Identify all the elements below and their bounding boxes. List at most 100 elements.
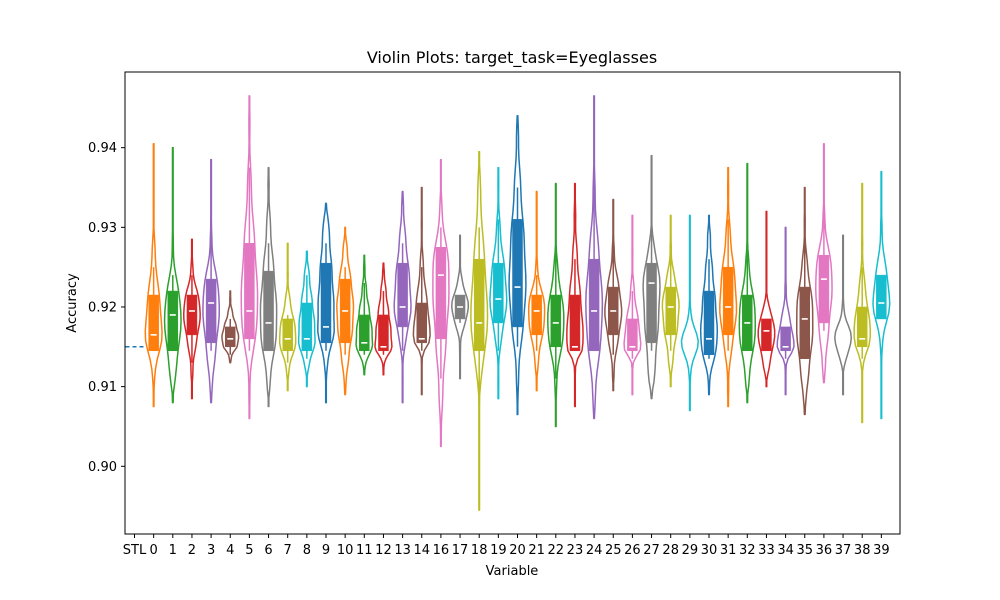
violin-box-34: [780, 326, 791, 352]
violin-outline-18: [470, 150, 489, 511]
x-tick-label: 34: [777, 543, 794, 558]
x-tick-label: 24: [586, 543, 603, 558]
violin-outline-10: [336, 226, 355, 396]
x-tick-label: 17: [452, 543, 469, 558]
x-tick-label: 13: [394, 543, 411, 558]
x-tick-label: 20: [509, 543, 526, 558]
violin-outline-20: [508, 115, 527, 416]
x-tick-label: 26: [624, 543, 641, 558]
x-tick-label: 28: [662, 543, 679, 558]
x-tick-label: 1: [169, 543, 177, 558]
x-tick-label: 11: [356, 543, 373, 558]
violin-outline-19: [489, 166, 508, 400]
x-tick-label: 4: [226, 543, 234, 558]
x-tick-label: 5: [245, 543, 253, 558]
violin-box-6: [263, 270, 274, 352]
violin-outline-31: [719, 166, 738, 408]
x-tick-label: 8: [303, 543, 311, 558]
x-tick-label: 10: [337, 543, 354, 558]
violin-outline-37: [834, 234, 853, 396]
violin-box-36: [818, 254, 830, 324]
x-tick-label: 9: [322, 543, 330, 558]
violin-box-35: [799, 286, 810, 360]
violin-outline-21: [527, 190, 546, 392]
x-tick-label: 32: [739, 543, 756, 558]
plot-layer: [125, 95, 891, 511]
violin-outline-29: [680, 214, 699, 412]
violin-box-12: [378, 314, 389, 352]
violin-box-7: [282, 318, 293, 352]
violin-outline-16: [432, 158, 450, 448]
violin-box-26: [627, 318, 638, 352]
x-tick-label: 2: [188, 543, 196, 558]
violin-outline-27: [642, 154, 661, 400]
y-tick-label: 0.94: [88, 141, 117, 156]
violin-outline-22: [547, 182, 565, 428]
violin-outline-14: [412, 186, 431, 396]
violin-outline-34: [776, 226, 795, 396]
violin-box-24: [588, 258, 600, 352]
violin-box-21: [531, 294, 542, 336]
violin-box-38: [856, 306, 868, 348]
violin-outline-33: [757, 210, 776, 388]
x-tick-label: 29: [682, 543, 699, 558]
violin-box-27: [646, 262, 657, 344]
x-tick-label: 21: [528, 543, 545, 558]
violin-box-30: [703, 290, 715, 356]
violin-outline-36: [814, 142, 833, 384]
y-tick-label: 0.93: [88, 221, 117, 236]
violin-box-9: [320, 262, 332, 344]
violin-box-13: [397, 262, 408, 328]
violin-box-28: [665, 286, 676, 336]
violin-box-23: [569, 294, 581, 352]
violin-outline-13: [393, 190, 412, 404]
violin-box-19: [493, 262, 504, 324]
violin-outline-25: [604, 198, 623, 392]
violin-box-14: [416, 302, 427, 344]
chart-title: Violin Plots: target_task=Eyeglasses: [367, 48, 657, 68]
violin-box-3: [205, 278, 217, 344]
violin-outline-23: [566, 182, 584, 408]
x-tick-label: 18: [471, 543, 488, 558]
violin-box-22: [550, 294, 562, 348]
x-tick-label: 35: [796, 543, 813, 558]
y-tick-label: 0.91: [88, 380, 117, 395]
violin-outline-4: [221, 290, 240, 364]
x-tick-label: 33: [758, 543, 775, 558]
x-tick-label: 6: [264, 543, 272, 558]
x-tick-label: 37: [835, 543, 852, 558]
x-axis-label: Variable: [486, 564, 539, 579]
x-tick-label: 7: [284, 543, 292, 558]
y-axis: 0.90 0.91 0.92 0.93 0.94: [88, 141, 125, 475]
x-tick-label: 12: [375, 543, 392, 558]
x-tick-label: 22: [548, 543, 565, 558]
x-axis: STL 0 1 2 3 4 5 6 7 8 9 10 11 12 13 14 16 17 18 19 20 21 22 23 2…: [123, 534, 890, 558]
x-tick-label: 23: [567, 543, 584, 558]
violin-outline-5: [240, 95, 259, 420]
violin-outline-28: [661, 214, 680, 388]
violin-box-4: [225, 326, 236, 348]
violin-box-16: [435, 246, 447, 340]
y-tick-label: 0.92: [88, 300, 117, 315]
violin-outline-32: [738, 162, 757, 404]
x-tick-label: 39: [873, 543, 890, 558]
x-tick-label: 31: [720, 543, 737, 558]
violin-outline-11: [355, 254, 374, 376]
y-tick-label: 0.90: [88, 460, 117, 475]
axes-frame: [124, 71, 901, 535]
violin-outline-7: [278, 242, 297, 392]
violin-outline-1: [163, 146, 182, 404]
x-tick-label: 30: [701, 543, 718, 558]
violin-outline-26: [623, 214, 642, 396]
violin-outline-38: [853, 182, 871, 424]
violin-box-0: [148, 294, 159, 352]
violin-outline-6: [259, 166, 278, 408]
x-tick-label: 14: [413, 543, 430, 558]
violin-box-2: [186, 294, 198, 336]
violin-outline-2: [183, 238, 201, 400]
violin-outline-12: [374, 262, 393, 376]
violin-box-8: [301, 302, 313, 352]
violin-box-39: [876, 274, 887, 320]
